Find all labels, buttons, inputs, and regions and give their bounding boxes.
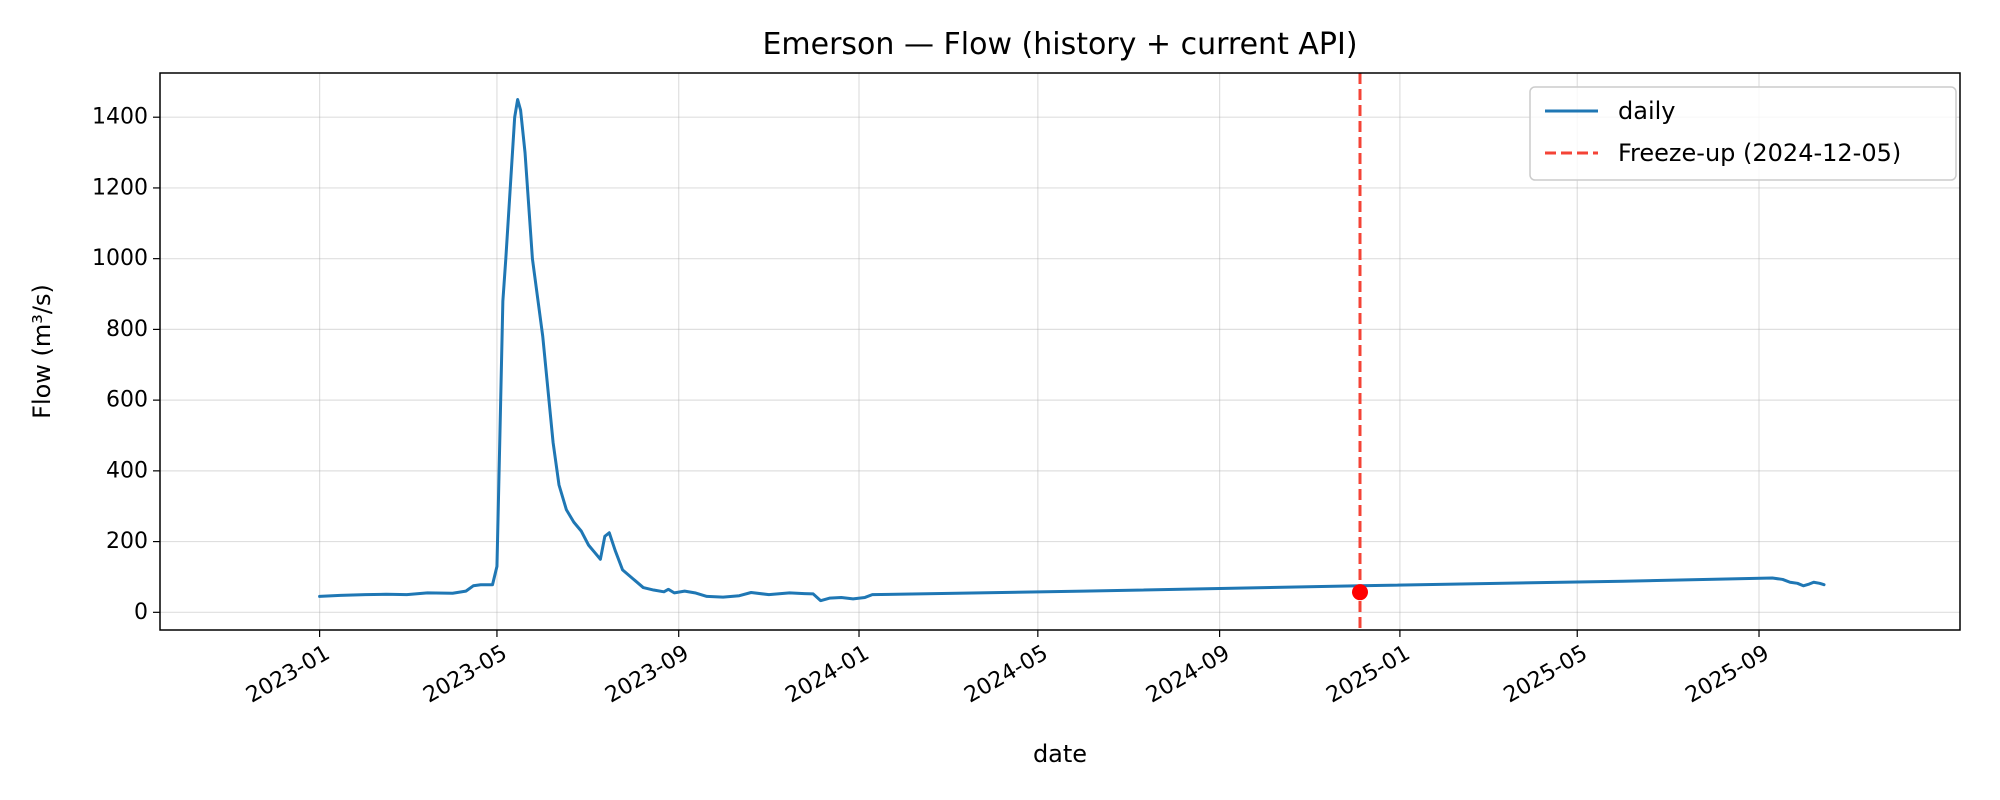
legend: daily Freeze-up (2024-12-05) [1529, 86, 1957, 181]
y-tick-label: 400 [106, 458, 148, 483]
y-tick-label: 600 [106, 388, 148, 413]
plot-area [318, 73, 1826, 630]
y-tick-label: 1200 [92, 175, 148, 200]
axes-frame [159, 72, 1961, 631]
freeze-up-point [1352, 584, 1368, 601]
y-tick-label: 1400 [92, 105, 148, 130]
legend-label-daily: daily [1618, 97, 1675, 125]
legend-label-freeze-up: Freeze-up (2024-12-05) [1618, 139, 1901, 167]
y-tick-label: 200 [106, 529, 148, 554]
chart-title: Emerson — Flow (history + current API) [762, 27, 1357, 62]
y-tick-label: 1000 [92, 246, 148, 271]
series-line-daily [318, 98, 1826, 603]
y-tick-label: 0 [134, 600, 148, 625]
x-axis-label: date [1033, 740, 1087, 768]
y-tick-label: 800 [106, 317, 148, 342]
legend-box [1529, 86, 1957, 181]
y-axis-label: Flow (m³/s) [28, 284, 56, 419]
